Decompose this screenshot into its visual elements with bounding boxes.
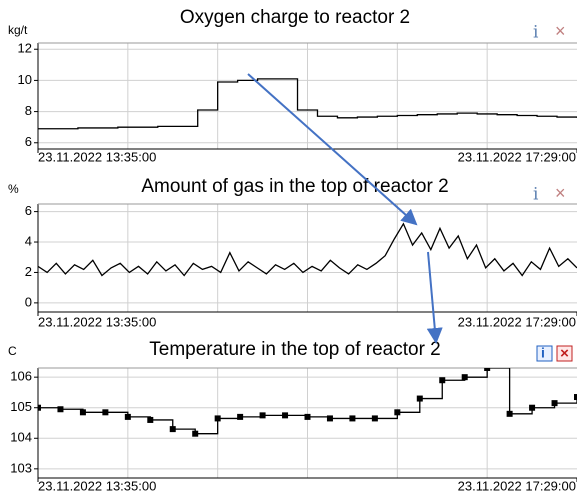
plot-area bbox=[38, 222, 577, 277]
data-point bbox=[214, 415, 221, 422]
chart-title: Amount of gas in the top of reactor 2 bbox=[141, 176, 448, 197]
y-tick-label: 6 bbox=[25, 134, 32, 149]
x-tick-label: 23.11.2022 13:35:00 bbox=[38, 149, 156, 164]
close-icon[interactable]: × bbox=[560, 345, 569, 362]
chart-title: Oxygen charge to reactor 2 bbox=[180, 7, 410, 28]
data-point bbox=[461, 374, 468, 381]
data-point bbox=[484, 368, 491, 371]
data-line bbox=[38, 222, 577, 277]
data-point bbox=[147, 416, 154, 423]
data-point bbox=[169, 426, 176, 433]
x-tick-label: 23.11.2022 17:29:00 bbox=[458, 314, 576, 329]
unit-label: C bbox=[8, 344, 17, 358]
data-point bbox=[124, 413, 131, 420]
data-point bbox=[79, 409, 86, 416]
y-tick-label: 103 bbox=[10, 460, 32, 475]
icons-3: i × bbox=[536, 345, 573, 362]
charts: Oxygen charge to reactor 2 kg/t 6 8 10 12 23.1… bbox=[8, 7, 577, 493]
close-icon[interactable]: × bbox=[555, 183, 566, 203]
chart: Amount of gas in the top of reactor 2%02… bbox=[8, 176, 577, 329]
unit-label: % bbox=[8, 182, 19, 196]
data-point bbox=[551, 400, 558, 407]
icons-1: i × bbox=[533, 21, 566, 43]
close-button[interactable] bbox=[556, 345, 573, 362]
data-point bbox=[38, 404, 41, 411]
x-tick-label: 23.11.2022 13:35:00 bbox=[38, 478, 156, 493]
data-point bbox=[506, 410, 513, 417]
plot-area bbox=[38, 368, 577, 437]
y-tick-label: 12 bbox=[18, 41, 32, 56]
data-point bbox=[282, 412, 289, 419]
data-line bbox=[38, 78, 577, 130]
unit-label: kg/t bbox=[8, 23, 28, 37]
close-icon[interactable]: × bbox=[555, 21, 566, 41]
chart: Temperature in the top of reactor 2 C 103 1… bbox=[8, 339, 577, 493]
x-tick-label: 23.11.2022 17:29:00 bbox=[458, 478, 576, 493]
y-tick-label: 10 bbox=[18, 72, 32, 87]
y-tick-label: 0 bbox=[25, 294, 32, 309]
info-icon[interactable]: i bbox=[541, 345, 545, 361]
info-button[interactable] bbox=[536, 345, 553, 362]
info-icon[interactable]: i bbox=[533, 185, 539, 205]
data-point bbox=[371, 415, 378, 422]
data-point bbox=[237, 413, 244, 420]
y-tick-label: 2 bbox=[25, 264, 32, 279]
y-tick-label: 104 bbox=[10, 430, 32, 445]
data-point bbox=[416, 395, 423, 402]
data-point bbox=[529, 404, 536, 411]
data-point bbox=[574, 394, 577, 401]
y-tick-label: 6 bbox=[25, 203, 32, 218]
data-point bbox=[57, 406, 64, 413]
chart-title: Temperature in the top of reactor 2 bbox=[149, 339, 441, 360]
info-icon[interactable]: i bbox=[533, 23, 539, 43]
icons-2: i × bbox=[533, 183, 566, 205]
data-point bbox=[192, 430, 199, 437]
data-point bbox=[394, 409, 401, 416]
plot-area bbox=[38, 78, 577, 130]
y-tick-label: 4 bbox=[25, 233, 32, 248]
y-tick-label: 106 bbox=[10, 369, 32, 384]
y-tick-label: 105 bbox=[10, 399, 32, 414]
x-tick-label: 23.11.2022 13:35:00 bbox=[38, 314, 156, 329]
chart: Oxygen charge to reactor 2 kg/t 6 8 10 12 23.1… bbox=[8, 7, 577, 164]
arrow bbox=[426, 251, 443, 344]
data-point bbox=[326, 415, 333, 422]
arrow bbox=[247, 73, 418, 226]
data-point bbox=[259, 412, 266, 419]
y-tick-label: 8 bbox=[25, 103, 32, 118]
data-point bbox=[304, 413, 311, 420]
x-tick-label: 23.11.2022 17:29:00 bbox=[458, 149, 576, 164]
data-point bbox=[349, 415, 356, 422]
data-point bbox=[439, 377, 446, 384]
data-point bbox=[102, 409, 109, 416]
